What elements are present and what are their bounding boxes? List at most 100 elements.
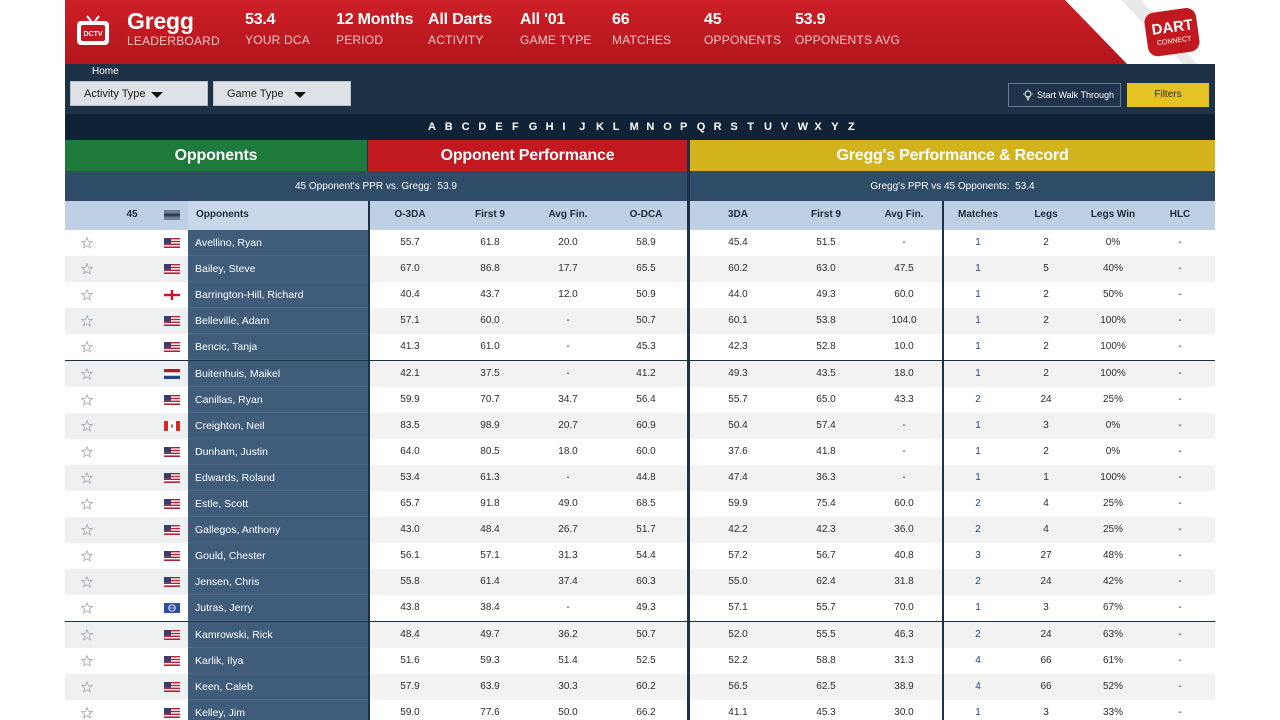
- col-gregg-first9[interactable]: First 9: [810, 209, 841, 220]
- table-row[interactable]: Buitenhuis, Maikel 42.1 37.5 - 41.2 49.3 43.5 1…: [65, 360, 1215, 387]
- table-row[interactable]: Gould, Chester 56.1 57.1 31.3 54.4 57.2 56.7 40…: [65, 543, 1215, 570]
- favorite-star-icon[interactable]: [81, 367, 93, 380]
- letter-filter-i[interactable]: I: [562, 121, 566, 133]
- table-row[interactable]: Barrington-Hill, Richard 40.4 43.7 12.0 50.9…: [65, 282, 1215, 309]
- col-gregg-avg-fin[interactable]: Avg Fin.: [884, 209, 924, 220]
- letter-filter-z[interactable]: Z: [848, 121, 855, 133]
- opponent-name[interactable]: Jutras, Jerry: [195, 602, 253, 615]
- table-row[interactable]: Edwards, Roland 53.4 61.3 - 44.8 47.4 36.3 - 1 1 1…: [65, 464, 1215, 491]
- letter-filter-b[interactable]: B: [444, 121, 453, 133]
- table-row[interactable]: Gallegos, Anthony 43.0 48.4 26.7 51.7 42.2 42.…: [65, 517, 1215, 544]
- col-opponents[interactable]: Opponents: [196, 209, 249, 220]
- letter-filter-e[interactable]: E: [495, 121, 503, 133]
- favorite-star-icon[interactable]: [81, 445, 93, 458]
- breadcrumb-home[interactable]: Home: [92, 66, 119, 77]
- favorite-star-icon[interactable]: [81, 524, 93, 536]
- letter-filter-n[interactable]: N: [646, 121, 655, 133]
- letter-filter-d[interactable]: D: [478, 121, 487, 133]
- letter-filter-x[interactable]: X: [814, 121, 822, 133]
- table-row[interactable]: Canillas, Ryan 59.9 70.7 34.7 56.4 55.7 65.0 43…: [65, 386, 1215, 413]
- matches-cell[interactable]: 1: [975, 367, 981, 379]
- matches-cell[interactable]: 2: [975, 393, 981, 405]
- matches-cell[interactable]: 3: [975, 550, 981, 562]
- matches-cell[interactable]: 1: [975, 602, 981, 614]
- letter-filter-r[interactable]: R: [713, 121, 722, 133]
- activity-type-dropdown[interactable]: Activity Type: [70, 81, 208, 106]
- table-row[interactable]: Jensen, Chris 55.8 61.4 37.4 60.3 55.0 62.4 31.…: [65, 569, 1215, 596]
- letter-filter-w[interactable]: W: [797, 121, 808, 133]
- opponent-name[interactable]: Dunham, Justin: [195, 445, 268, 458]
- letter-filter-l[interactable]: L: [612, 121, 620, 133]
- col-first9[interactable]: First 9: [474, 209, 505, 220]
- matches-cell[interactable]: 1: [975, 445, 981, 457]
- opponent-name[interactable]: Barrington-Hill, Richard: [195, 289, 304, 302]
- filters-button[interactable]: Filters: [1127, 83, 1209, 107]
- favorite-star-icon[interactable]: [81, 498, 93, 510]
- letter-filter-p[interactable]: P: [680, 121, 688, 133]
- matches-cell[interactable]: 1: [975, 315, 981, 327]
- favorite-star-icon[interactable]: [81, 576, 93, 588]
- matches-cell[interactable]: 1: [975, 263, 981, 275]
- matches-cell[interactable]: 1: [975, 706, 981, 718]
- letter-filter-m[interactable]: M: [629, 121, 639, 133]
- table-row[interactable]: Avellino, Ryan 55.7 61.8 20.0 58.9 45.4 51.5 - 1…: [65, 230, 1215, 257]
- table-row[interactable]: Kamrowski, Rick 48.4 49.7 36.2 50.7 52.0 55.5 4…: [65, 621, 1215, 648]
- opponent-name[interactable]: Creighton, Neil: [195, 419, 265, 432]
- letter-filter-k[interactable]: K: [596, 121, 604, 133]
- table-row[interactable]: Karlik, Ilya 51.6 59.3 51.4 52.5 52.2 58.8 31.3…: [65, 647, 1215, 674]
- letter-filter-t[interactable]: T: [747, 121, 754, 133]
- favorite-star-icon[interactable]: [81, 341, 93, 354]
- opponent-name[interactable]: Jensen, Chris: [195, 576, 260, 589]
- opponent-name[interactable]: Karlik, Ilya: [195, 654, 244, 667]
- letter-filter-c[interactable]: C: [461, 121, 470, 133]
- table-row[interactable]: Jutras, Jerry 43.8 38.4 - 49.3 57.1 55.7 70.0 1 3…: [65, 595, 1215, 622]
- opponent-name[interactable]: Bailey, Steve: [195, 263, 256, 276]
- table-row[interactable]: Bencic, Tanja 41.3 61.0 - 45.3 42.3 52.8 10.0 1 2…: [65, 334, 1215, 361]
- matches-cell[interactable]: 1: [975, 237, 981, 248]
- opponent-name[interactable]: Canillas, Ryan: [195, 393, 263, 406]
- table-row[interactable]: Kelley, Jim 59.0 77.6 50.0 66.2 41.1 45.3 30.0 1…: [65, 699, 1215, 720]
- opponent-name[interactable]: Edwards, Roland: [195, 471, 275, 484]
- matches-cell[interactable]: 4: [975, 680, 981, 692]
- opponent-name[interactable]: Kamrowski, Rick: [195, 628, 273, 641]
- matches-cell[interactable]: 1: [975, 419, 981, 431]
- game-type-dropdown[interactable]: Game Type: [213, 81, 351, 106]
- col-matches[interactable]: Matches: [957, 209, 998, 220]
- matches-cell[interactable]: 2: [975, 576, 981, 588]
- opponent-name[interactable]: Gould, Chester: [195, 550, 266, 563]
- opponent-name[interactable]: Estle, Scott: [195, 498, 249, 510]
- col-legs[interactable]: Legs: [1034, 209, 1058, 220]
- favorite-star-icon[interactable]: [81, 315, 93, 327]
- col-odca[interactable]: O-DCA: [629, 209, 663, 220]
- favorite-star-icon[interactable]: [81, 654, 93, 667]
- favorite-star-icon[interactable]: [81, 393, 93, 406]
- letter-filter-s[interactable]: S: [730, 121, 738, 133]
- favorite-star-icon[interactable]: [81, 628, 93, 641]
- favorite-star-icon[interactable]: [81, 419, 93, 432]
- letter-filter-g[interactable]: G: [528, 121, 538, 133]
- favorite-star-icon[interactable]: [81, 237, 93, 249]
- letter-filter-j[interactable]: J: [579, 121, 586, 133]
- opponent-name[interactable]: Keen, Caleb: [195, 680, 253, 693]
- matches-cell[interactable]: 2: [975, 524, 981, 536]
- matches-cell[interactable]: 2: [975, 498, 981, 509]
- matches-cell[interactable]: 2: [975, 628, 981, 640]
- table-row[interactable]: Belleville, Adam 57.1 60.0 - 50.7 60.1 53.8 104…: [65, 308, 1215, 335]
- opponent-name[interactable]: Avellino, Ryan: [195, 237, 262, 249]
- favorite-star-icon[interactable]: [81, 706, 93, 719]
- opponent-name[interactable]: Gallegos, Anthony: [195, 524, 281, 537]
- letter-filter-o[interactable]: O: [663, 121, 672, 133]
- opponent-name[interactable]: Buitenhuis, Maikel: [195, 367, 281, 380]
- table-row[interactable]: Estle, Scott 65.7 91.8 49.0 68.5 59.9 75.4 60.0…: [65, 491, 1215, 518]
- col-o3da[interactable]: O-3DA: [394, 209, 426, 220]
- letter-filter-y[interactable]: Y: [831, 121, 839, 133]
- favorite-star-icon[interactable]: [81, 680, 93, 693]
- letter-filter-h[interactable]: H: [545, 121, 554, 133]
- matches-cell[interactable]: 4: [975, 654, 981, 666]
- letter-filter-u[interactable]: U: [764, 121, 772, 133]
- table-row[interactable]: Dunham, Justin 64.0 80.5 18.0 60.0 37.6 41.8 - 1…: [65, 438, 1215, 465]
- col-hlc[interactable]: HLC: [1169, 209, 1191, 220]
- favorite-star-icon[interactable]: [81, 471, 93, 484]
- col-avg-fin[interactable]: Avg Fin.: [548, 209, 588, 220]
- letter-filter-f[interactable]: F: [512, 121, 519, 133]
